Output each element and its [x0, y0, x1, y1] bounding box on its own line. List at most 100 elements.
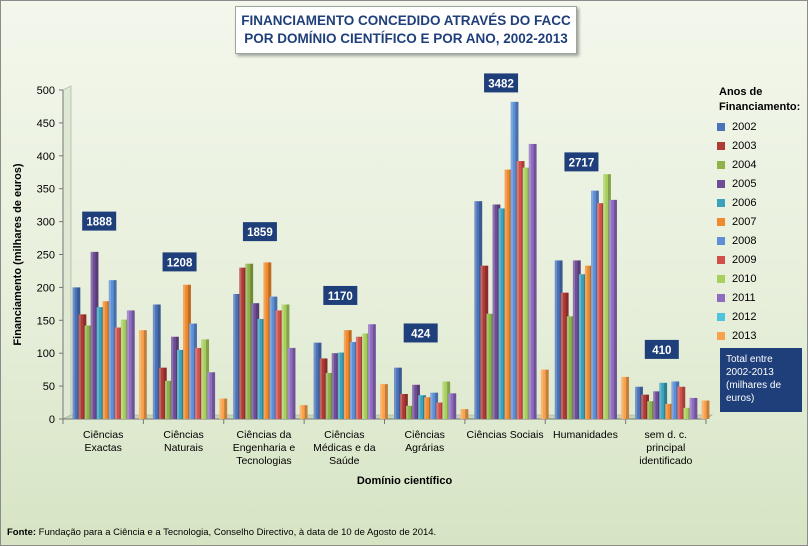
bar-face	[152, 304, 161, 419]
x-axis-title: Domínio científico	[357, 475, 453, 487]
bar-shade	[372, 324, 376, 419]
bar-face	[418, 395, 426, 419]
bar	[299, 405, 308, 419]
bar-shade	[212, 372, 216, 419]
bar-highlight	[189, 323, 192, 419]
bar-face	[368, 324, 376, 419]
y-tick-label: 350	[37, 184, 55, 196]
total-label: 424	[403, 323, 438, 343]
bar-highlight	[120, 319, 124, 419]
bar-highlight	[337, 352, 340, 419]
bar-highlight	[671, 381, 674, 419]
bar-highlight	[609, 199, 612, 419]
bar-face	[689, 397, 698, 419]
bar-face	[355, 336, 364, 419]
bar-face	[299, 405, 308, 419]
legend-label: 2010	[732, 272, 757, 285]
legend-label: 2005	[732, 177, 757, 190]
bar-highlight	[355, 336, 359, 419]
bar-face	[653, 391, 662, 419]
bar-highlight	[269, 296, 272, 419]
bar-highlight	[436, 402, 439, 419]
bar-face	[621, 376, 630, 419]
bar-face	[201, 339, 210, 419]
bar-face	[522, 167, 531, 419]
bar-face	[647, 401, 656, 419]
bar-highlight	[653, 391, 656, 419]
bar-highlight	[498, 208, 501, 419]
bar	[528, 143, 537, 419]
bar-highlight	[299, 405, 302, 419]
legend-item: 2011	[717, 288, 756, 307]
category-label-line: Médicas e da	[313, 442, 376, 454]
source-text: Fundação para a Ciência e a Tecnologia, …	[36, 527, 437, 538]
bar-face	[114, 327, 123, 419]
bar-highlight	[510, 101, 513, 420]
bar-face	[566, 316, 575, 419]
bar-highlight	[201, 339, 204, 419]
category-label-line: Saúde	[329, 455, 360, 467]
legend-label: 2011	[732, 291, 756, 304]
bar-highlight	[239, 267, 242, 419]
bar-highlight	[207, 372, 210, 419]
total-label-bg	[242, 222, 277, 242]
category-label: Ciências da Engenharia e Tecnologias	[233, 429, 296, 467]
bar-face	[90, 251, 99, 419]
bar-face	[430, 392, 439, 419]
bar-highlight	[331, 353, 334, 419]
legend-label: 2003	[732, 139, 757, 152]
total-label-bg	[323, 285, 358, 305]
legend-swatch	[717, 255, 725, 264]
legend-item: 2008	[717, 231, 756, 250]
bar-highlight	[584, 265, 588, 419]
bar	[207, 372, 216, 419]
category-label-line: sem d. c.	[645, 429, 688, 441]
total-label: 410	[644, 339, 679, 359]
category-label-line: principal	[646, 442, 685, 454]
total-label-bg	[644, 339, 679, 359]
bar-face	[84, 325, 93, 419]
category-label: Ciências Sociais	[467, 429, 544, 441]
bar-highlight	[554, 260, 557, 419]
bar-face	[219, 398, 228, 419]
bar-face	[510, 101, 519, 420]
category-label: sem d. c. principal identificado	[639, 429, 692, 467]
total-label-text: 1170	[328, 291, 353, 303]
legend-swatch	[717, 312, 725, 321]
bar-highlight	[603, 174, 606, 419]
legend-label: 2007	[732, 215, 757, 228]
bar-highlight	[597, 203, 600, 419]
bar-face	[337, 352, 346, 419]
bar-highlight	[245, 263, 248, 419]
bar-face	[424, 397, 433, 419]
legend-swatch	[717, 179, 725, 188]
bar-face	[474, 201, 483, 419]
bar-shade	[706, 400, 710, 419]
category-label-line: Engenharia e	[233, 442, 296, 454]
bar-highlight	[540, 369, 544, 419]
total-label: 1859	[242, 222, 277, 242]
bar-highlight	[572, 260, 576, 419]
bar-highlight	[448, 393, 451, 419]
total-label: 2717	[564, 152, 599, 172]
total-label-text: 3482	[488, 78, 514, 90]
bar-face	[394, 367, 402, 419]
bar-face	[325, 372, 334, 419]
bar-face	[281, 304, 290, 419]
bar-face	[436, 402, 445, 419]
bar-face	[207, 372, 216, 419]
legend-item: 2003	[717, 136, 756, 155]
y-tick-label: 400	[37, 151, 55, 163]
y-tick-label: 200	[37, 282, 55, 294]
bar-highlight	[635, 386, 638, 419]
bar-face	[528, 143, 537, 419]
category-label-line: Ciências	[83, 429, 123, 441]
bar-face	[609, 199, 617, 419]
bar	[448, 393, 457, 419]
bar-shade	[453, 393, 457, 419]
bar-highlight	[442, 381, 445, 419]
bar-face	[677, 386, 686, 419]
bar-face	[603, 174, 611, 419]
bar-shade	[384, 384, 388, 419]
legend-swatch	[717, 141, 725, 150]
